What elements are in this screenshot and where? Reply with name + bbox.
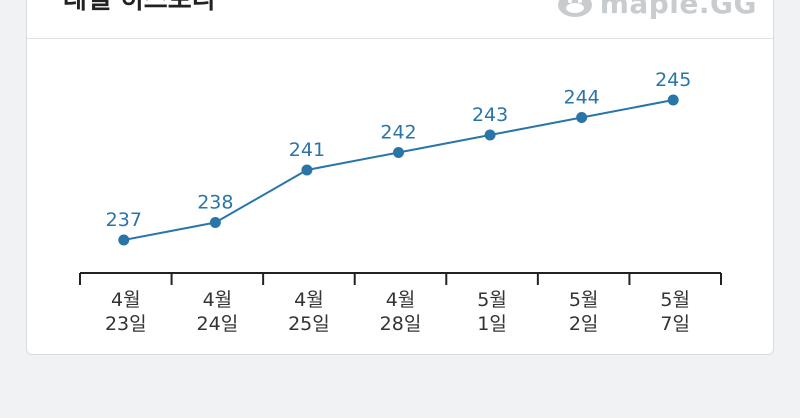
- data-point: [667, 94, 679, 106]
- data-point: [301, 164, 313, 176]
- data-label: 238: [197, 192, 233, 214]
- data-labels: 237 238 241 242 243 244 245: [106, 69, 692, 231]
- brand-text: maple.GG: [599, 0, 757, 20]
- level-history-card: 레벨 히스토리 maple.GG: [26, 0, 774, 355]
- data-point: [118, 234, 130, 246]
- x-tick-label: 4월 23일: [105, 289, 147, 335]
- data-point: [393, 147, 404, 158]
- x-tick-label: 5월 1일: [477, 289, 507, 335]
- x-tick-label: 4월 25일: [288, 289, 330, 335]
- brand-logo: maple.GG: [556, 0, 757, 20]
- x-tick-label: 4월 28일: [380, 289, 422, 335]
- data-points: [118, 94, 679, 246]
- x-tick-label: 5월 2일: [569, 289, 599, 335]
- card-header: 레벨 히스토리 maple.GG: [27, 0, 773, 39]
- data-point: [484, 129, 496, 141]
- data-label: 237: [106, 209, 142, 231]
- data-label: 245: [655, 69, 691, 91]
- card-title: 레벨 히스토리: [63, 0, 216, 15]
- data-label: 244: [564, 87, 600, 109]
- data-point: [576, 112, 588, 123]
- data-point: [209, 217, 221, 228]
- data-label: 241: [289, 139, 325, 161]
- x-tick-label: 4월 24일: [197, 289, 239, 335]
- mushroom-mascot-icon: [557, 0, 592, 17]
- data-label: 242: [380, 122, 416, 144]
- data-label: 243: [472, 104, 508, 126]
- x-tick-labels: 4월 23일 4월 24일 4월 25일 4월 28일 5월 1일 5월 2일 5월 7일: [105, 289, 690, 335]
- x-tick-label: 5월 7일: [660, 289, 690, 335]
- x-axis: [79, 272, 722, 285]
